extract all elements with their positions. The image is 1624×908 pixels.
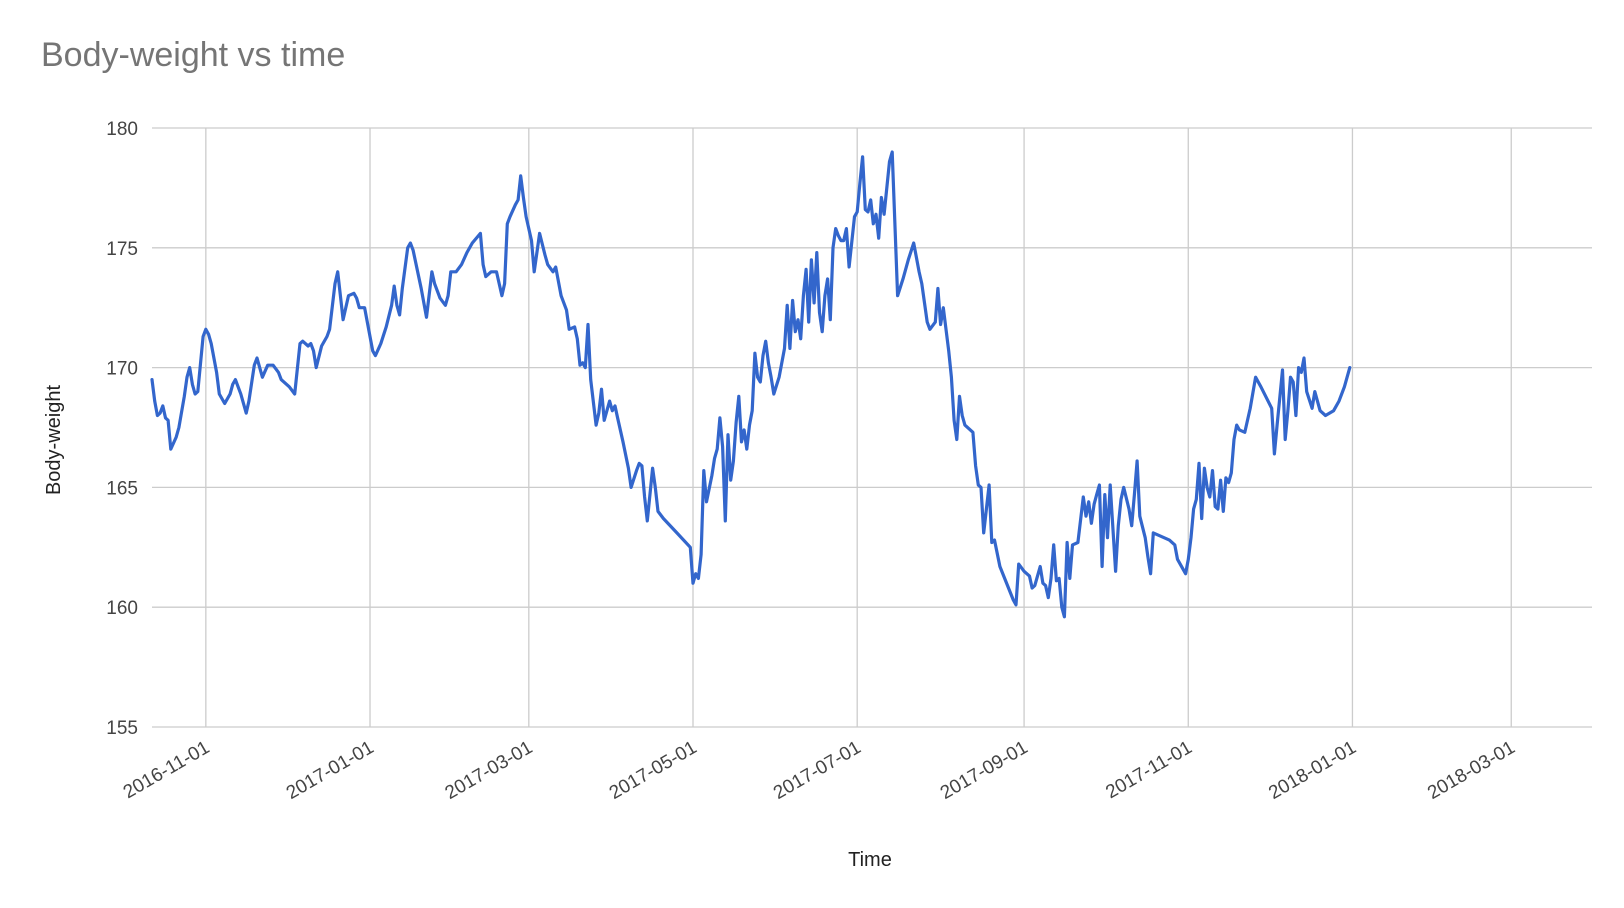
y-tick-label: 165 <box>106 478 138 499</box>
y-axis-label: Body-weight <box>43 385 65 496</box>
x-tick-label: 2016-11-01 <box>120 737 213 803</box>
y-tick-label: 175 <box>106 239 138 260</box>
x-tick-label: 2017-07-01 <box>770 737 865 804</box>
x-tick-label: 2017-01-01 <box>283 737 378 804</box>
x-tick-label: 2017-11-01 <box>1102 737 1195 803</box>
chart-title: Body-weight vs time <box>41 36 346 74</box>
x-axis-ticks: 2016-11-01 2017-01-01 2017-03-01 2017-05-01… <box>120 737 1519 804</box>
x-tick-label: 2018-01-01 <box>1265 737 1360 804</box>
x-axis-label: Time <box>848 849 892 871</box>
x-tick-label: 2018-03-01 <box>1424 737 1519 804</box>
x-tick-label: 2017-09-01 <box>937 737 1032 804</box>
x-tick-label: 2017-03-01 <box>442 737 537 804</box>
y-tick-label: 180 <box>106 119 138 140</box>
y-tick-label: 170 <box>106 359 138 380</box>
y-tick-label: 160 <box>106 598 138 619</box>
y-axis-ticks: 155 160 165 170 175 180 <box>106 119 138 739</box>
y-tick-label: 155 <box>106 718 138 739</box>
series-line <box>150 150 1352 619</box>
series-layer <box>150 150 1352 619</box>
x-tick-label: 2017-05-01 <box>606 737 701 804</box>
